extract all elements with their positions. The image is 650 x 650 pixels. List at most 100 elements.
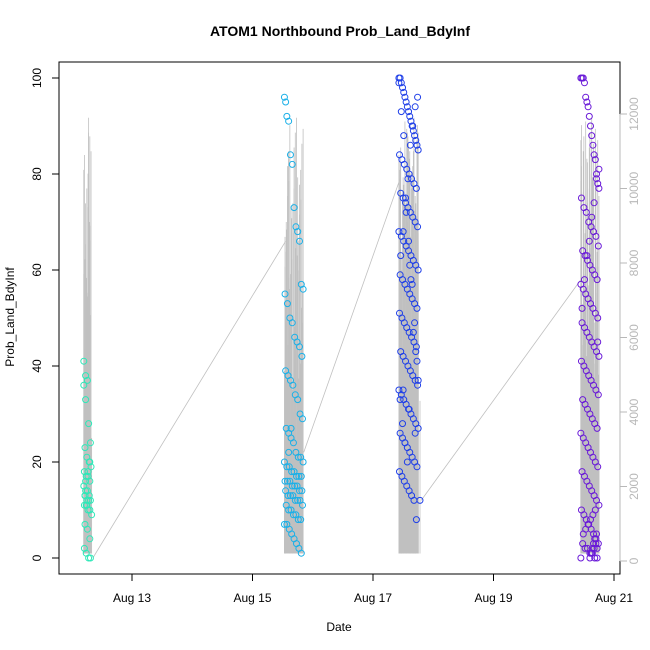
y-axis-label: Prob_Land_BdyInf (3, 267, 17, 367)
data-point (581, 544, 589, 552)
y-tick-label: 60 (30, 263, 44, 277)
data-point (298, 352, 306, 360)
data-point (83, 525, 91, 533)
data-point (411, 103, 419, 111)
data-point (295, 472, 303, 480)
data-point (297, 549, 305, 557)
x-tick-label: Aug 17 (354, 591, 392, 605)
data-point (80, 544, 88, 552)
data-point (297, 280, 305, 288)
data-point (295, 343, 303, 351)
data-point (593, 554, 601, 562)
data-point (595, 184, 603, 192)
data-point (593, 424, 601, 432)
data-point (406, 112, 414, 120)
data-point (295, 237, 303, 245)
data-point (80, 501, 88, 509)
data-point (397, 108, 405, 116)
data-point (289, 381, 297, 389)
data-point (407, 276, 415, 284)
data-point (582, 93, 590, 101)
data-point (588, 213, 596, 221)
data-point (298, 487, 306, 495)
data-point (83, 501, 91, 509)
data-point (590, 199, 598, 207)
data-point (80, 357, 88, 365)
data-point (594, 242, 602, 250)
data-point (413, 357, 421, 365)
data-point (281, 290, 289, 298)
data-point (402, 194, 410, 202)
data-point (590, 540, 598, 548)
data-point (593, 175, 601, 183)
data-point (584, 103, 592, 111)
data-point (397, 79, 405, 87)
data-point (292, 223, 300, 231)
data-point (399, 228, 407, 236)
data-point (86, 458, 94, 466)
data-point (412, 136, 420, 144)
data-point (291, 496, 299, 504)
data-point (411, 319, 419, 327)
data-point (287, 424, 295, 432)
data-point (402, 208, 410, 216)
data-point (281, 477, 289, 485)
data-point (405, 237, 413, 245)
data-point (82, 472, 90, 480)
data-point (594, 314, 602, 322)
data-point (414, 146, 422, 154)
data-point (288, 319, 296, 327)
data-point (594, 540, 602, 548)
y2-tick-label: 8000 (627, 249, 641, 276)
data-point (580, 276, 588, 284)
y2-tick-label: 2000 (627, 473, 641, 500)
data-point (291, 482, 299, 490)
data-point (86, 439, 94, 447)
data-point (583, 98, 591, 106)
data-point (588, 132, 596, 140)
secondary-connector (303, 178, 401, 453)
data-points (80, 74, 603, 562)
data-point (299, 501, 307, 509)
data-point (396, 396, 404, 404)
data-point (290, 204, 298, 212)
data-point (577, 554, 585, 562)
data-point (589, 141, 597, 149)
data-point (80, 381, 88, 389)
data-point (414, 424, 422, 432)
data-point (577, 194, 585, 202)
data-point (285, 448, 293, 456)
data-point (288, 160, 296, 168)
data-point (591, 535, 599, 543)
y2-tick-label: 12000 (627, 97, 641, 131)
data-point (399, 386, 407, 394)
data-point (400, 132, 408, 140)
data-point (595, 352, 603, 360)
data-point (591, 506, 599, 514)
data-point (286, 492, 294, 500)
data-point (406, 141, 414, 149)
data-point (297, 472, 305, 480)
data-point (414, 223, 422, 231)
y-tick-label: 40 (30, 359, 44, 373)
data-point (85, 554, 93, 562)
data-point (84, 468, 92, 476)
data-point (85, 420, 93, 428)
data-point (86, 477, 94, 485)
data-point (401, 93, 409, 101)
data-point (402, 98, 410, 106)
data-point (292, 472, 300, 480)
data-point (288, 482, 296, 490)
data-point (412, 184, 420, 192)
data-point (83, 376, 91, 384)
data-point (594, 463, 602, 471)
data-point (286, 151, 294, 159)
data-point (289, 439, 297, 447)
data-point (299, 415, 307, 423)
data-point (585, 237, 593, 245)
x-axis-label: Date (326, 620, 352, 634)
y2-tick-label: 10000 (627, 171, 641, 205)
data-point (580, 79, 588, 87)
data-point (404, 175, 412, 183)
data-point (396, 74, 404, 82)
